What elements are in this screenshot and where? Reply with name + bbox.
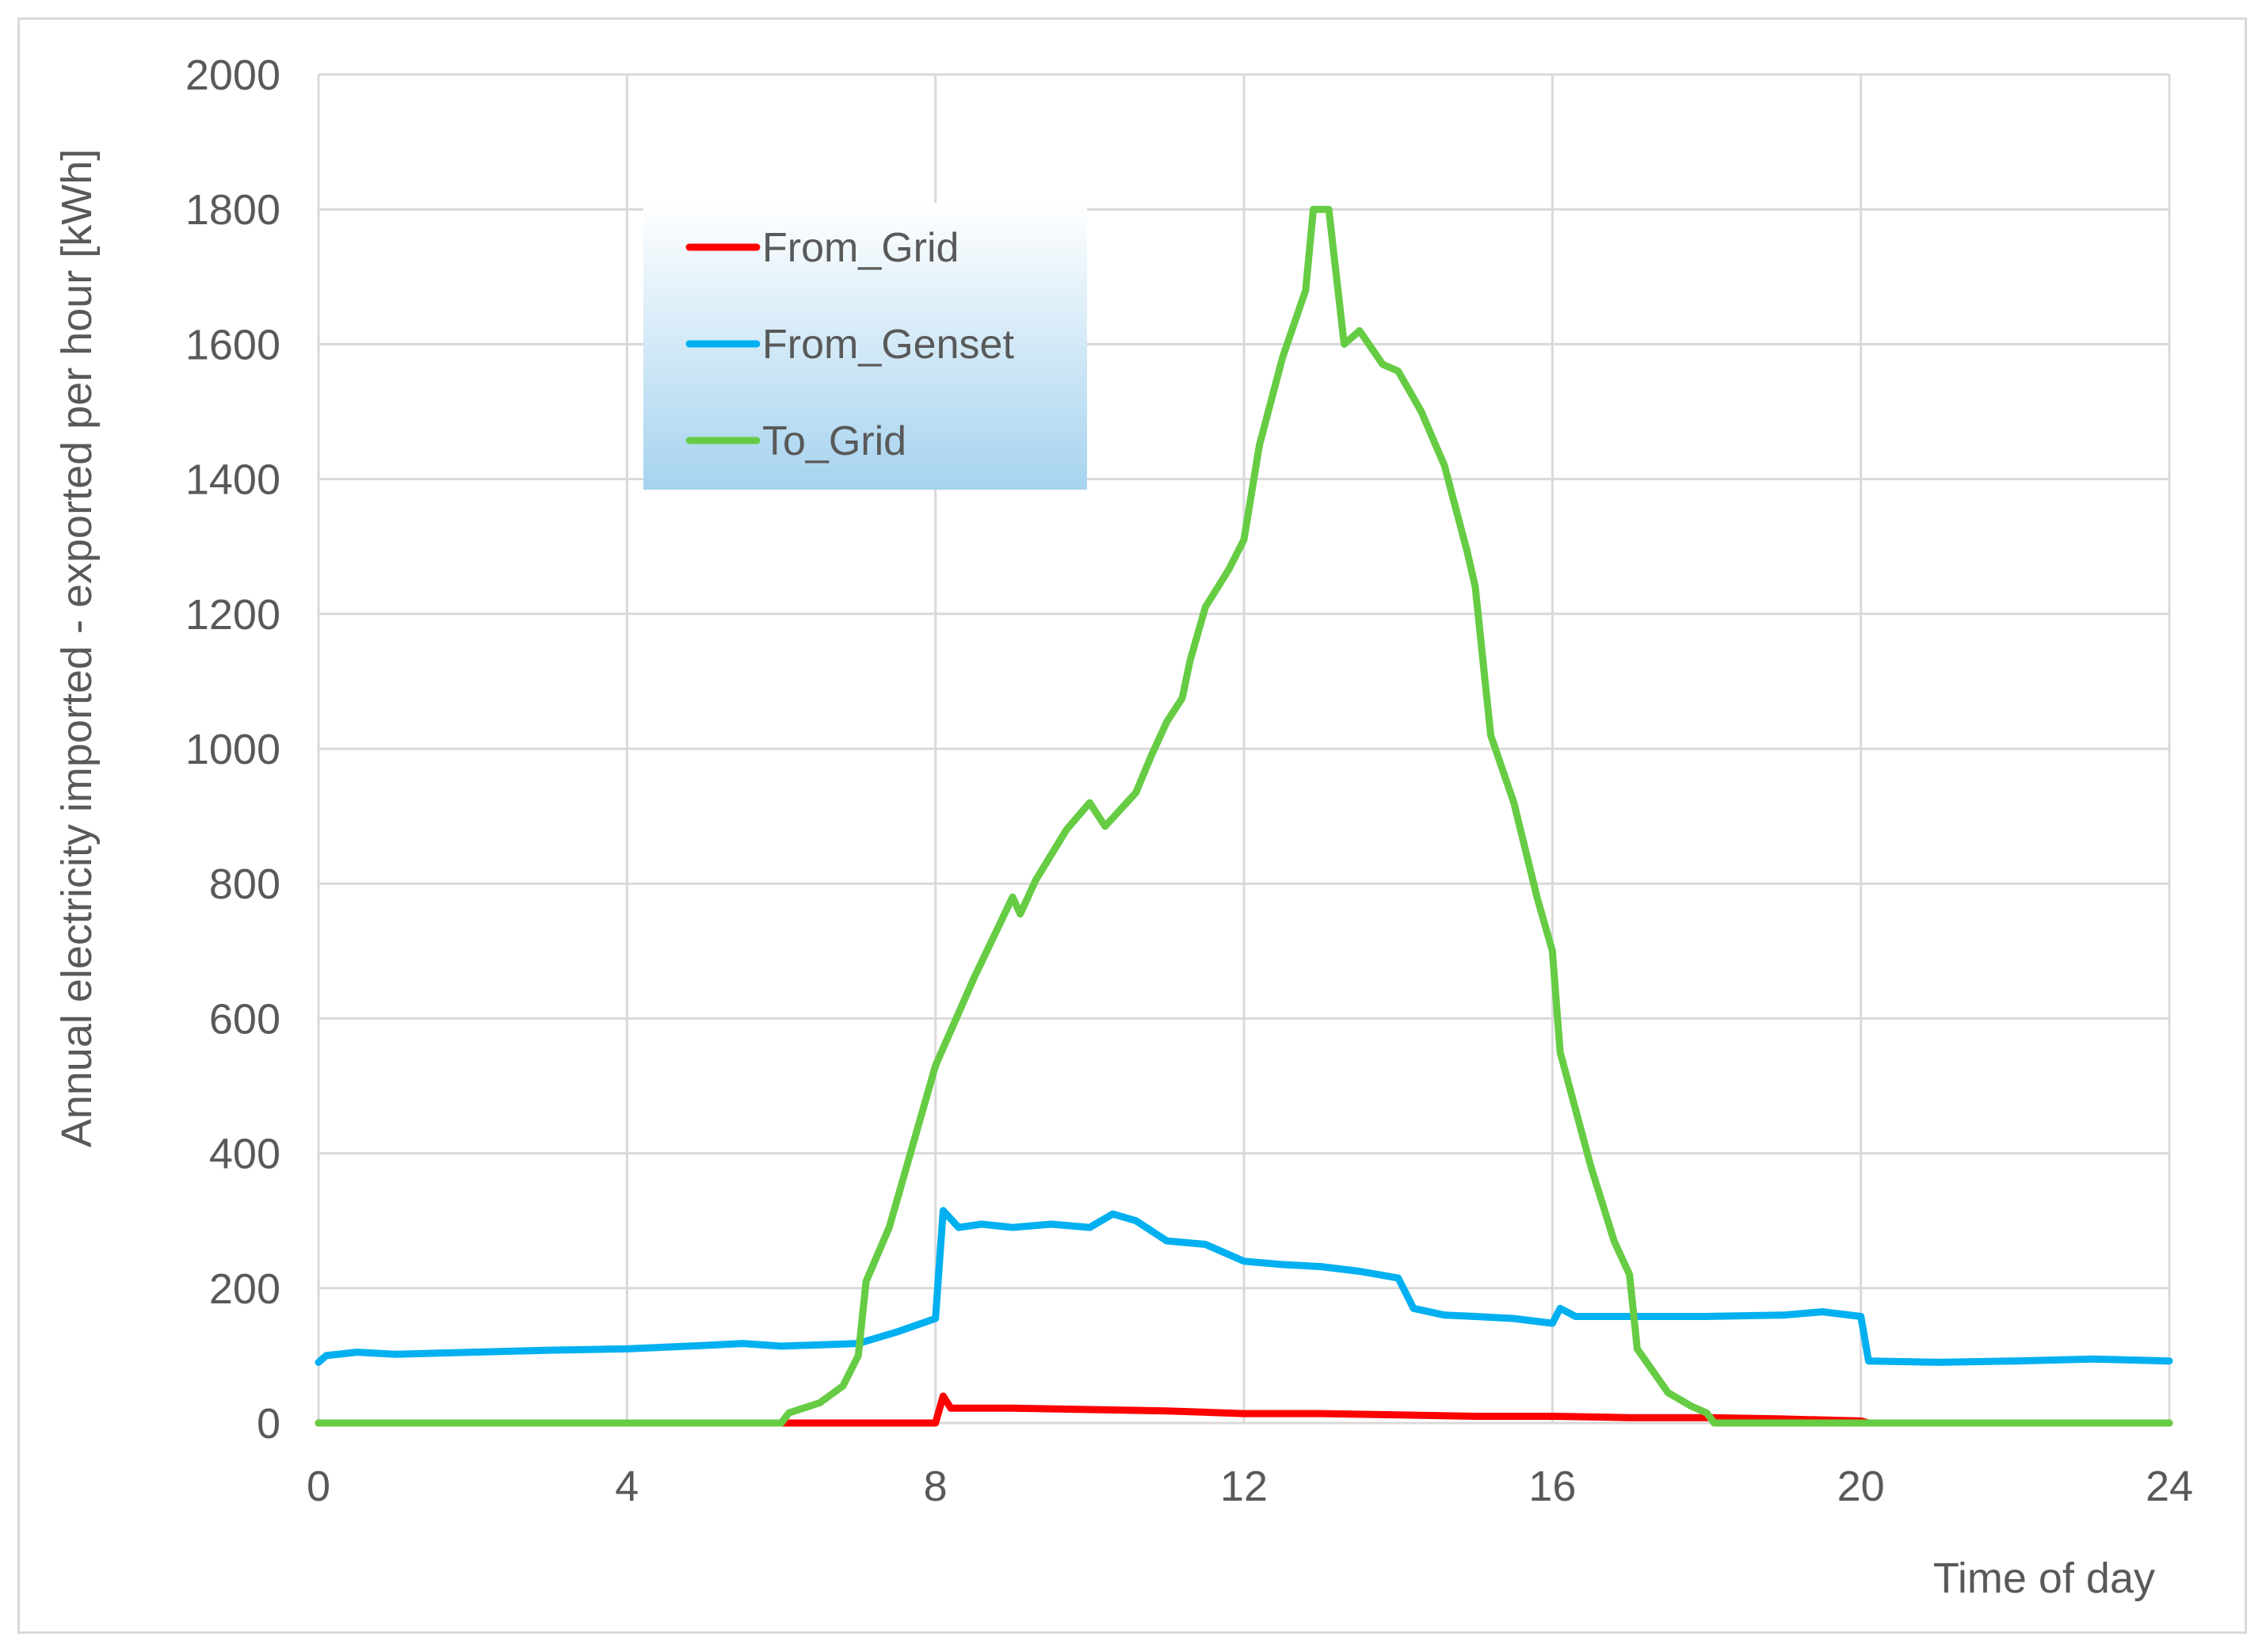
y-tick-labels: 0 200 400 600 800 1000 1200 1400 1600 1800 2000 (185, 52, 280, 1448)
series-line-to-grid (315, 205, 2173, 1427)
y-tick-label-6: 1200 (185, 591, 280, 639)
series-line-from-genset (315, 1207, 2173, 1366)
x-axis-label: Time of day (1933, 1555, 2155, 1602)
legend: From_Grid From_Genset To_Grid (643, 203, 1087, 490)
x-tick-label-0: 0 (307, 1463, 330, 1510)
y-tick-label-10: 2000 (185, 52, 280, 99)
x-tick-labels: 0 4 8 12 16 20 24 (307, 1463, 2193, 1510)
y-tick-label-1: 200 (209, 1265, 280, 1313)
y-axis-label: Annual electricity imported - exported p… (53, 149, 101, 1148)
series-layer (315, 205, 2173, 1427)
x-tick-label-1: 4 (615, 1463, 639, 1510)
y-tick-label-3: 600 (209, 995, 280, 1043)
legend-label-from-grid: From_Grid (762, 225, 959, 271)
gridlines (317, 73, 2171, 1425)
x-tick-label-5: 20 (1837, 1463, 1885, 1510)
y-tick-label-2: 400 (209, 1131, 280, 1178)
x-tick-label-6: 24 (2146, 1463, 2193, 1510)
x-tick-label-3: 12 (1220, 1463, 1268, 1510)
y-tick-label-7: 1400 (185, 456, 280, 504)
x-tick-label-4: 16 (1528, 1463, 1576, 1510)
x-tick-label-2: 8 (924, 1463, 948, 1510)
y-tick-label-4: 800 (209, 860, 280, 908)
y-tick-label-8: 1600 (185, 321, 280, 368)
y-tick-label-9: 1800 (185, 186, 280, 234)
series-line-from-grid (315, 1392, 2173, 1427)
legend-label-from-genset: From_Genset (762, 322, 1014, 368)
y-tick-label-5: 1000 (185, 726, 280, 773)
legend-label-to-grid: To_Grid (762, 418, 906, 464)
y-tick-label-0: 0 (257, 1400, 280, 1448)
